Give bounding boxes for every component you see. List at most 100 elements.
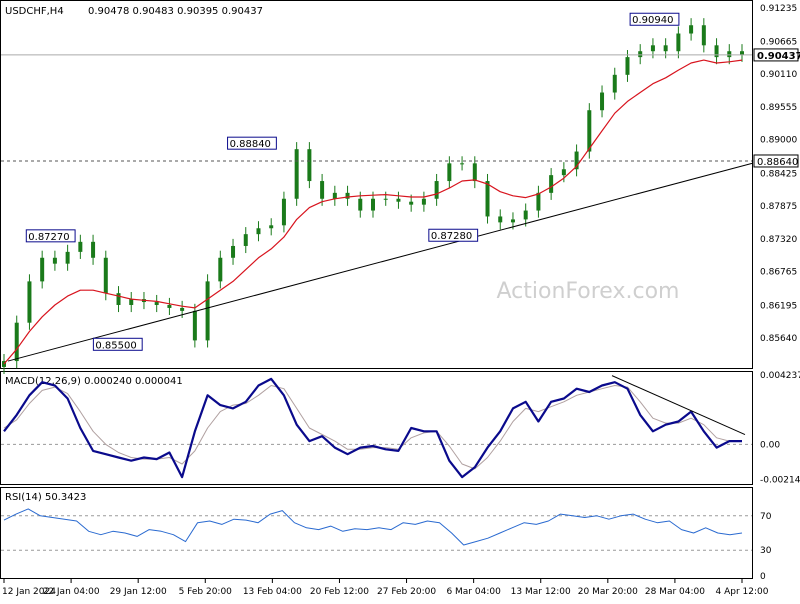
price-annotation-box bbox=[227, 136, 277, 150]
price-candle bbox=[676, 33, 681, 52]
price-candle bbox=[421, 198, 426, 205]
price-candle bbox=[561, 169, 566, 176]
price-candle bbox=[447, 163, 452, 182]
price-candle bbox=[498, 216, 503, 223]
price-candle bbox=[510, 219, 515, 223]
x-axis-tick-label: 20 Feb 12:00 bbox=[310, 587, 369, 597]
price-annotation: 0.88840 bbox=[230, 139, 271, 150]
macd-axis-tick: 0.004237 bbox=[760, 371, 800, 381]
price-annotation-box bbox=[428, 228, 479, 242]
price-candle bbox=[549, 175, 554, 193]
price-axis-tick: 0.87320 bbox=[760, 235, 797, 245]
price-candle bbox=[281, 198, 286, 226]
price-candle bbox=[52, 257, 57, 264]
price-annotation-box bbox=[92, 337, 143, 351]
price-axis-tick: 0.86195 bbox=[760, 301, 797, 311]
price-candle bbox=[714, 45, 719, 58]
price-candle bbox=[371, 198, 375, 211]
ohlc-readout: 0.90478 0.90483 0.90395 0.90437 bbox=[88, 6, 263, 17]
trendline bbox=[7, 162, 753, 362]
price-axis-tick: 0.87875 bbox=[760, 202, 797, 212]
price-candle bbox=[332, 192, 337, 199]
price-axis-tick: 0.90110 bbox=[760, 70, 797, 80]
price-candle bbox=[231, 245, 236, 258]
rsi-plot bbox=[1, 508, 752, 551]
symbol-title: USDCHF,H4 bbox=[5, 6, 64, 17]
price-candle bbox=[78, 241, 83, 252]
price-candle bbox=[91, 241, 96, 258]
macd-plot bbox=[1, 375, 752, 479]
price-candle bbox=[689, 25, 694, 34]
price-annotation-box bbox=[25, 229, 76, 243]
price-candle bbox=[192, 310, 197, 341]
price-candle bbox=[612, 74, 617, 93]
price-candle bbox=[638, 51, 643, 58]
price-candle bbox=[574, 151, 579, 170]
level-label: 0.88640 bbox=[757, 157, 798, 168]
x-axis-tick-label: 22 Jan 04:00 bbox=[43, 587, 100, 597]
rsi-pane-frame bbox=[0, 487, 753, 579]
price-axis-tick: 0.89555 bbox=[760, 103, 797, 113]
macd-axis-tick: 0.00 bbox=[760, 440, 780, 450]
price-candle bbox=[167, 304, 172, 308]
price-candle bbox=[307, 149, 312, 182]
x-axis-tick-label: 12 Jan 2024 bbox=[2, 587, 56, 597]
x-axis-tick-label: 5 Feb 20:00 bbox=[179, 587, 233, 597]
macd-line bbox=[3, 377, 742, 479]
macd-title: MACD(12,26,9) 0.000240 0.000041 bbox=[5, 376, 183, 387]
price-candle bbox=[625, 57, 630, 75]
price-axis-tick: 0.90665 bbox=[760, 37, 797, 47]
price-candle bbox=[383, 198, 388, 200]
price-candle bbox=[663, 45, 668, 52]
price-candle bbox=[600, 92, 605, 111]
price-candle bbox=[269, 225, 274, 229]
price-axis-tick: 0.85640 bbox=[760, 334, 797, 344]
price-candle bbox=[116, 293, 121, 305]
price-candle bbox=[396, 198, 401, 202]
price-candle bbox=[650, 45, 655, 52]
macd-signal-line bbox=[3, 385, 742, 470]
x-axis-tick-label: 29 Jan 12:00 bbox=[110, 587, 167, 597]
rsi-axis-tick: 30 bbox=[760, 546, 772, 556]
price-candle bbox=[409, 201, 414, 205]
level-box bbox=[753, 154, 799, 168]
price-candle bbox=[485, 181, 490, 217]
price-candle bbox=[587, 110, 592, 152]
price-candle bbox=[472, 163, 477, 182]
price-candle bbox=[358, 198, 363, 211]
price-candle bbox=[740, 51, 744, 55]
rsi-axis-tick: 0 bbox=[760, 572, 766, 582]
price-candle bbox=[27, 281, 32, 323]
watermark: ActionForex.com bbox=[497, 279, 680, 304]
x-axis-tick-label: 4 Apr 12:00 bbox=[716, 587, 769, 597]
price-candle bbox=[129, 299, 134, 305]
price-candle bbox=[40, 257, 45, 282]
price-candle bbox=[727, 51, 732, 58]
price-axis-tick: 0.86765 bbox=[760, 268, 797, 278]
price-candle bbox=[243, 234, 248, 246]
x-axis-tick-label: 28 Mar 04:00 bbox=[645, 587, 705, 597]
x-axis-tick-label: 27 Feb 20:00 bbox=[377, 587, 436, 597]
sma-line bbox=[3, 59, 743, 365]
price-candle bbox=[536, 192, 541, 211]
price-annotation: 0.90940 bbox=[632, 15, 673, 26]
price-axis-tick: 0.89000 bbox=[760, 136, 797, 146]
current-price-label: 0.90437 bbox=[757, 51, 800, 62]
price-candle bbox=[320, 181, 325, 199]
price-annotation: 0.87270 bbox=[28, 232, 69, 243]
price-candle bbox=[218, 257, 223, 282]
price-candle bbox=[205, 281, 210, 341]
price-axis-tick: 0.88425 bbox=[760, 170, 797, 180]
current-price-box bbox=[753, 48, 799, 62]
price-candle bbox=[345, 192, 350, 199]
price-candle bbox=[701, 25, 706, 46]
price-candle bbox=[180, 307, 185, 311]
price-candle bbox=[523, 210, 528, 220]
rsi-axis-tick: 70 bbox=[760, 512, 772, 522]
rsi-title: RSI(14) 50.3423 bbox=[5, 492, 86, 503]
price-axis-tick: 0.91235 bbox=[760, 4, 797, 14]
x-axis-tick-label: 20 Mar 20:00 bbox=[578, 587, 638, 597]
price-candle bbox=[256, 228, 261, 235]
